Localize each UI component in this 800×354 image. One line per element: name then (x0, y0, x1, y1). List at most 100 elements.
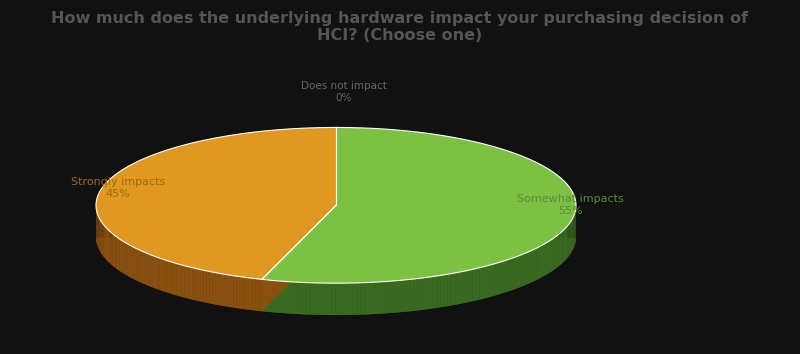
Polygon shape (486, 265, 490, 298)
Polygon shape (190, 267, 193, 299)
Polygon shape (386, 281, 390, 313)
Polygon shape (336, 283, 340, 315)
Polygon shape (249, 278, 252, 310)
Polygon shape (534, 248, 537, 281)
Polygon shape (365, 282, 369, 314)
Polygon shape (493, 263, 496, 296)
Polygon shape (155, 257, 158, 289)
Polygon shape (124, 242, 126, 275)
Polygon shape (541, 245, 543, 278)
Polygon shape (559, 233, 561, 266)
Polygon shape (373, 282, 377, 314)
Polygon shape (565, 227, 566, 261)
Polygon shape (414, 279, 418, 311)
Polygon shape (352, 283, 357, 315)
Polygon shape (406, 279, 410, 312)
Polygon shape (262, 237, 576, 315)
Polygon shape (451, 273, 455, 306)
Polygon shape (448, 274, 451, 306)
Polygon shape (545, 242, 547, 275)
Polygon shape (255, 279, 258, 311)
Polygon shape (252, 278, 255, 310)
Polygon shape (290, 282, 294, 314)
Polygon shape (121, 240, 122, 273)
Polygon shape (204, 270, 206, 303)
Polygon shape (239, 276, 242, 309)
Polygon shape (118, 238, 119, 271)
Polygon shape (266, 280, 270, 312)
Polygon shape (164, 260, 166, 292)
Polygon shape (212, 272, 215, 304)
Polygon shape (201, 270, 204, 302)
Polygon shape (476, 268, 479, 301)
Polygon shape (111, 233, 113, 266)
Polygon shape (402, 280, 406, 312)
Polygon shape (171, 262, 174, 295)
Polygon shape (369, 282, 373, 314)
Polygon shape (547, 241, 549, 274)
Polygon shape (106, 228, 107, 261)
Polygon shape (237, 276, 239, 308)
Polygon shape (553, 238, 554, 270)
Polygon shape (562, 230, 564, 263)
Polygon shape (508, 259, 510, 292)
Polygon shape (242, 277, 246, 309)
Polygon shape (119, 239, 121, 272)
Polygon shape (210, 272, 212, 304)
Polygon shape (315, 283, 319, 315)
Polygon shape (218, 273, 221, 306)
Polygon shape (149, 254, 150, 287)
Polygon shape (331, 283, 336, 315)
Polygon shape (102, 223, 103, 256)
Polygon shape (105, 227, 106, 259)
Polygon shape (505, 260, 508, 292)
Text: Somewhat impacts
55%: Somewhat impacts 55% (517, 194, 624, 216)
Polygon shape (110, 232, 111, 265)
Polygon shape (177, 263, 179, 296)
Polygon shape (490, 264, 493, 297)
Polygon shape (109, 231, 110, 264)
Polygon shape (166, 261, 169, 293)
Polygon shape (138, 250, 140, 282)
Polygon shape (221, 274, 224, 306)
Polygon shape (398, 280, 402, 313)
Polygon shape (274, 280, 278, 313)
Polygon shape (131, 246, 133, 279)
Polygon shape (410, 279, 414, 311)
Polygon shape (122, 241, 124, 274)
Polygon shape (498, 262, 502, 295)
Polygon shape (510, 258, 514, 291)
Polygon shape (224, 274, 227, 307)
Polygon shape (179, 264, 182, 297)
Polygon shape (440, 275, 444, 307)
Text: Strongly impacts
45%: Strongly impacts 45% (70, 177, 165, 199)
Polygon shape (483, 266, 486, 299)
Polygon shape (357, 283, 361, 315)
Polygon shape (470, 269, 473, 302)
Polygon shape (113, 234, 114, 267)
Polygon shape (433, 276, 437, 308)
Text: How much does the underlying hardware impact your purchasing decision of
HCI? (C: How much does the underlying hardware im… (51, 11, 749, 43)
Polygon shape (206, 271, 210, 303)
Polygon shape (96, 127, 336, 279)
Polygon shape (519, 255, 522, 287)
Polygon shape (169, 261, 171, 294)
Polygon shape (444, 274, 448, 307)
Polygon shape (466, 270, 470, 303)
Polygon shape (455, 272, 458, 305)
Polygon shape (496, 263, 498, 295)
Polygon shape (103, 224, 104, 257)
Polygon shape (230, 275, 234, 308)
Polygon shape (144, 252, 146, 285)
Polygon shape (458, 272, 462, 304)
Polygon shape (377, 282, 381, 314)
Polygon shape (340, 283, 344, 315)
Polygon shape (104, 225, 105, 258)
Polygon shape (561, 231, 562, 264)
Polygon shape (262, 127, 576, 283)
Polygon shape (344, 283, 348, 315)
Polygon shape (286, 281, 290, 314)
Polygon shape (425, 277, 429, 309)
Polygon shape (394, 281, 398, 313)
Polygon shape (193, 268, 195, 300)
